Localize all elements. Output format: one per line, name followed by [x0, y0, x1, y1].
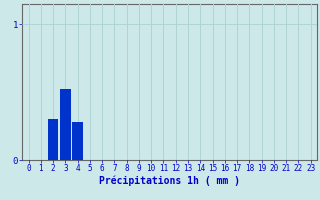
Bar [60, 89, 70, 160]
X-axis label: Précipitations 1h ( mm ): Précipitations 1h ( mm ) [99, 176, 240, 186]
Bar [72, 122, 83, 160]
Bar [48, 119, 58, 160]
